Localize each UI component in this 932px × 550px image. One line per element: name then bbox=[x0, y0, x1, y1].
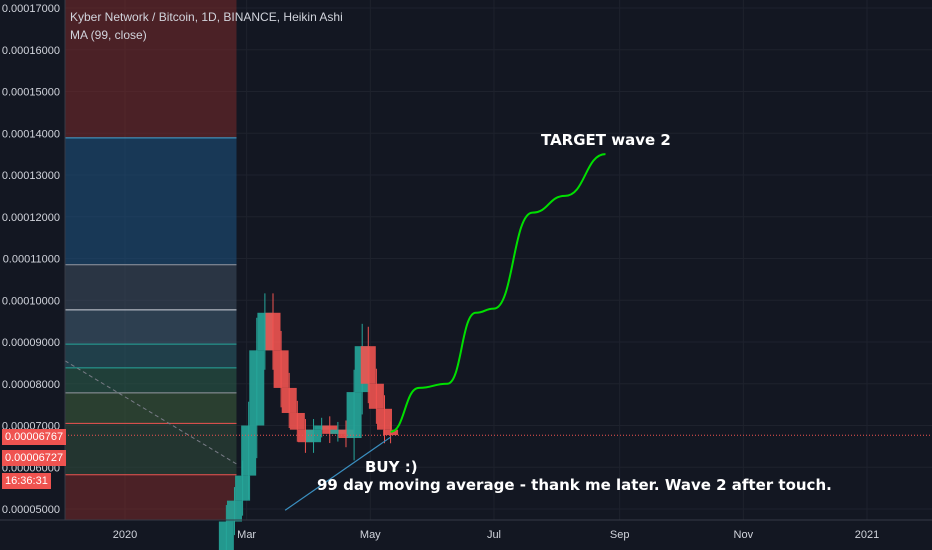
overlay-lines bbox=[64, 153, 932, 511]
candle-body bbox=[249, 350, 265, 426]
y-tick-label: 0.00012000 bbox=[2, 212, 60, 224]
fib-zone bbox=[65, 474, 237, 520]
y-tick-label: 0.00011000 bbox=[3, 254, 60, 266]
ma-price-tag: 0.00006727 bbox=[2, 450, 67, 466]
candle-body bbox=[376, 408, 392, 430]
x-tick-label: 2020 bbox=[113, 529, 137, 541]
candle-body bbox=[360, 346, 376, 384]
ma-line bbox=[284, 436, 391, 511]
price-axis[interactable]: 0.00017000 0.00016000 0.00015000 0.00014000… bbox=[0, 0, 66, 550]
candle-body bbox=[226, 500, 242, 522]
y-tick-label: 0.00017000 bbox=[2, 3, 60, 15]
candle-body bbox=[289, 412, 305, 430]
x-tick-label: May bbox=[360, 529, 381, 541]
candle-body bbox=[265, 312, 281, 351]
candle-body bbox=[322, 425, 338, 434]
candle-body bbox=[346, 392, 362, 439]
candle-body bbox=[314, 425, 330, 430]
fib-zone bbox=[65, 137, 237, 265]
countdown-tag: 16:36:31 bbox=[2, 473, 51, 489]
current-price-tag: 0.00006767 bbox=[2, 429, 67, 445]
fib-zone bbox=[65, 264, 237, 310]
target-label: TARGET wave 2 bbox=[541, 131, 671, 149]
candle-body bbox=[368, 383, 384, 409]
fib-zone bbox=[65, 367, 237, 393]
candle-body bbox=[330, 429, 346, 434]
x-tick-label: Sep bbox=[610, 529, 630, 541]
fib-zone bbox=[65, 309, 237, 345]
indicator-label[interactable]: MA (99, close) bbox=[70, 28, 147, 42]
candle-body bbox=[338, 429, 354, 439]
fib-zone bbox=[65, 392, 237, 424]
y-tick-label: 0.00005000 bbox=[2, 504, 60, 516]
candle-body bbox=[235, 475, 251, 501]
fib-zone bbox=[65, 0, 237, 138]
y-tick-label: 0.00015000 bbox=[2, 87, 60, 99]
y-tick-label: 0.00016000 bbox=[2, 45, 60, 57]
candle-body bbox=[281, 387, 297, 413]
fibonacci-zones bbox=[65, 0, 237, 520]
candle-body bbox=[218, 521, 234, 550]
chart-legend: Kyber Network / Bitcoin, 1D, BINANCE, He… bbox=[70, 8, 343, 44]
y-tick-label: 0.00014000 bbox=[2, 128, 60, 140]
y-tick-label: 0.00008000 bbox=[2, 379, 60, 391]
candle-body bbox=[241, 425, 257, 476]
x-tick-label: 2021 bbox=[855, 529, 879, 541]
buy-label: BUY :) bbox=[365, 458, 418, 476]
fib-zone bbox=[65, 423, 237, 475]
y-tick-label: 0.00013000 bbox=[2, 170, 60, 182]
symbol-title[interactable]: Kyber Network / Bitcoin, 1D, BINANCE, He… bbox=[70, 10, 343, 24]
y-tick-label: 0.00009000 bbox=[2, 337, 60, 349]
trend-line bbox=[64, 360, 239, 466]
fib-zone bbox=[65, 344, 237, 368]
ma-note-label: 99 day moving average - thank me later. … bbox=[317, 476, 832, 494]
x-tick-label: Nov bbox=[734, 529, 754, 541]
projection-wave bbox=[390, 153, 606, 433]
candle-body bbox=[273, 350, 289, 388]
candle-body bbox=[306, 429, 322, 443]
x-tick-label: Jul bbox=[487, 529, 501, 541]
y-tick-label: 0.00010000 bbox=[2, 295, 60, 307]
candlestick-series bbox=[218, 293, 399, 550]
time-axis[interactable]: 2020 Mar May Jul Sep Nov 2021 bbox=[0, 519, 932, 541]
x-tick-label: Mar bbox=[237, 529, 256, 541]
